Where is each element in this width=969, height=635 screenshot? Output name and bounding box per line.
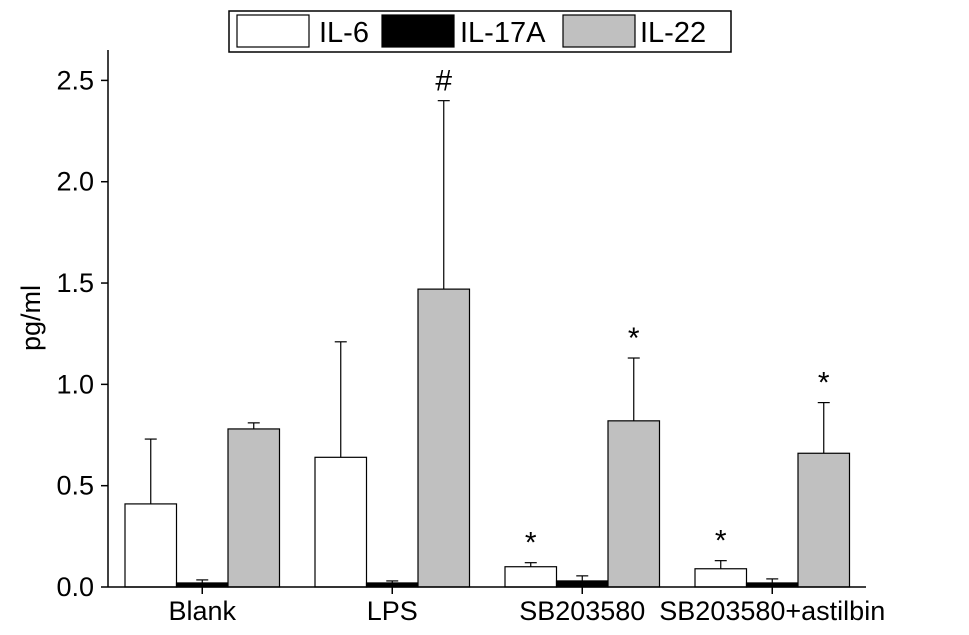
significance-annotations: # * * * * bbox=[435, 65, 830, 560]
significance-marker: * bbox=[715, 525, 727, 558]
y-tick-label: 1.5 bbox=[56, 268, 94, 298]
y-tick-label: 2.5 bbox=[56, 65, 94, 95]
legend-box bbox=[228, 10, 732, 53]
y-tick-label: 0.0 bbox=[56, 572, 94, 602]
y-axis: pg/ml 0.0 0.5 1.0 1.5 2.0 2.5 bbox=[16, 50, 109, 602]
significance-marker: * bbox=[628, 322, 640, 355]
legend-swatch bbox=[562, 14, 636, 48]
bar bbox=[797, 452, 851, 588]
y-tick-label: 0.5 bbox=[56, 471, 94, 501]
bar bbox=[124, 503, 178, 588]
bar bbox=[227, 428, 281, 588]
legend-swatch bbox=[381, 14, 455, 48]
x-axis: Blank LPS SB203580 SB203580+astilbin bbox=[108, 586, 885, 626]
x-tick-label: SB203580+astilbin bbox=[659, 596, 885, 626]
legend-label: IL-6 bbox=[319, 17, 369, 49]
bar bbox=[607, 420, 661, 588]
legend-label: IL-17A bbox=[460, 17, 546, 49]
x-tick-label: Blank bbox=[168, 596, 236, 626]
bar bbox=[314, 456, 368, 588]
bars bbox=[124, 288, 851, 588]
x-tick-label: SB203580 bbox=[519, 596, 645, 626]
legend: IL-6 IL-17A IL-22 bbox=[228, 10, 732, 53]
y-axis-label: pg/ml bbox=[16, 285, 46, 351]
legend-label: IL-22 bbox=[640, 17, 706, 49]
significance-marker: * bbox=[818, 367, 830, 400]
bar bbox=[504, 566, 558, 588]
significance-marker: * bbox=[525, 527, 537, 560]
bar bbox=[694, 568, 748, 588]
y-tick-label: 1.0 bbox=[56, 369, 94, 399]
legend-swatch bbox=[236, 14, 310, 48]
y-tick-label: 2.0 bbox=[56, 167, 94, 197]
bar bbox=[555, 580, 609, 588]
bar bbox=[417, 288, 471, 588]
x-tick-label: LPS bbox=[367, 596, 418, 626]
error-bars bbox=[144, 100, 830, 583]
significance-marker: # bbox=[435, 65, 452, 98]
